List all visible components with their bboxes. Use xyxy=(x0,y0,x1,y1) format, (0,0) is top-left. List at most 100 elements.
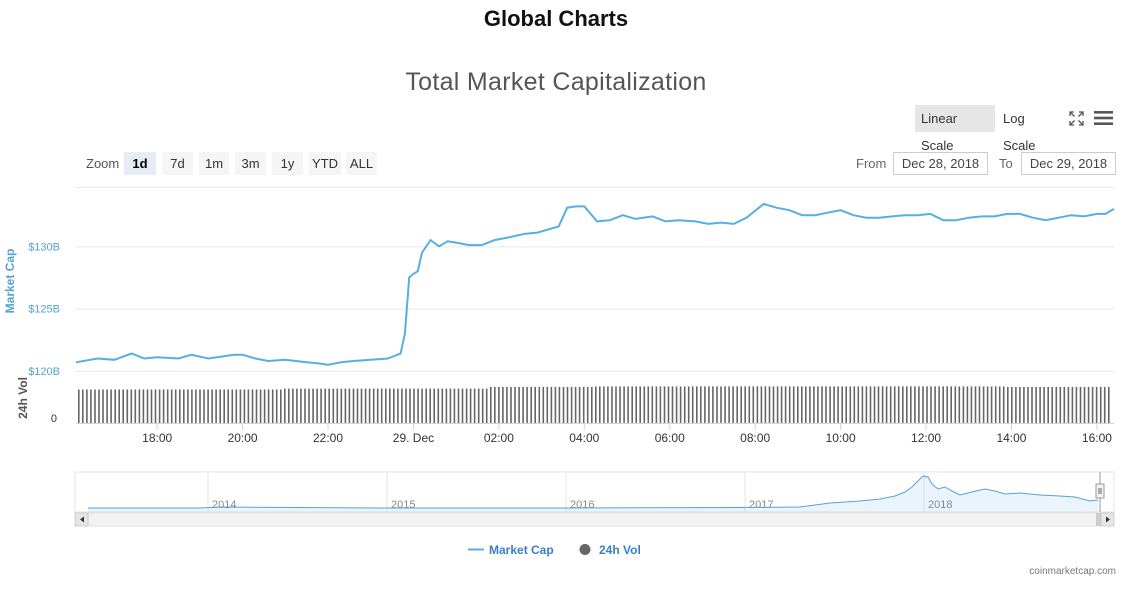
x-tick-label: 12:00 xyxy=(911,431,941,445)
legend-item-24h-vol[interactable]: 24h Vol xyxy=(579,543,641,557)
vol-bar xyxy=(704,386,706,423)
vol-bar xyxy=(534,386,536,423)
zoom-1m-button[interactable]: 1m xyxy=(199,152,229,175)
vol-bar xyxy=(566,386,569,423)
vol-bar xyxy=(288,388,290,423)
vol-bar xyxy=(449,388,452,423)
vol-bar xyxy=(376,388,379,423)
fullscreen-icon[interactable] xyxy=(1069,111,1084,126)
vol-bar xyxy=(986,386,989,423)
vol-bar xyxy=(122,389,124,423)
vol-bar xyxy=(380,388,383,423)
navigator-handle-grip-lines xyxy=(1098,488,1102,494)
vol-bar xyxy=(756,386,759,423)
vol-bar xyxy=(364,388,367,423)
vol-bar xyxy=(401,388,403,423)
to-date-input[interactable] xyxy=(1021,152,1116,175)
vol-bar xyxy=(1035,386,1037,423)
vol-bar xyxy=(607,386,609,423)
vol-bar xyxy=(902,386,904,423)
vol-bar xyxy=(603,386,605,423)
vol-bar xyxy=(267,389,270,423)
vol-bar xyxy=(174,389,177,423)
credits-link[interactable]: coinmarketcap.com xyxy=(1029,566,1116,577)
scrollbar-thumb xyxy=(1096,513,1103,526)
vol-bar xyxy=(873,386,876,423)
vol-bar xyxy=(635,386,637,423)
vol-bar xyxy=(130,389,133,423)
vol-bar xyxy=(243,389,246,423)
vol-bar xyxy=(138,389,141,423)
x-tick-label: 22:00 xyxy=(313,431,343,445)
vol-bar xyxy=(893,386,896,423)
navigator-handle[interactable] xyxy=(1095,472,1105,512)
vol-bar xyxy=(865,386,868,423)
vol-bar xyxy=(752,386,755,423)
vol-bar xyxy=(510,386,512,423)
vol-bar xyxy=(728,386,730,423)
hamburger-menu-icon[interactable] xyxy=(1094,110,1113,126)
vol-bar xyxy=(845,386,847,423)
vol-bar xyxy=(328,388,330,423)
navigator-scrollbar[interactable] xyxy=(74,512,1115,527)
zoom-1d-button[interactable]: 1d xyxy=(124,152,156,175)
vol-bar xyxy=(477,388,480,423)
vol-bar xyxy=(348,388,351,423)
vol-bar xyxy=(421,388,423,423)
linear-scale-button[interactable]: Linear Scale xyxy=(915,105,995,153)
vol-bar xyxy=(82,389,84,423)
vol-bar xyxy=(748,386,751,423)
vol-bar xyxy=(397,388,399,423)
vol-bar xyxy=(1091,386,1094,423)
vol-bar xyxy=(1071,386,1074,423)
vol-bar xyxy=(344,388,347,423)
vol-bar xyxy=(316,388,318,423)
vol-bar xyxy=(1055,386,1058,423)
vol-bar xyxy=(805,386,807,423)
vol-bar xyxy=(683,386,686,423)
vol-bar xyxy=(502,386,504,423)
legend-item-market-cap[interactable]: Market Cap xyxy=(468,543,554,557)
vol-bar xyxy=(481,388,484,423)
vol-bar xyxy=(885,386,888,423)
zoom-1y-button[interactable]: 1y xyxy=(272,152,303,175)
vol-bar xyxy=(352,388,355,423)
vol-bar xyxy=(360,388,363,423)
vol-bar xyxy=(817,386,819,423)
vol-bar xyxy=(441,388,444,423)
vol-bar xyxy=(663,386,666,423)
vol-bar xyxy=(700,386,702,423)
log-scale-button[interactable]: Log Scale xyxy=(1003,111,1036,153)
vol-bar xyxy=(772,386,775,423)
vol-bar xyxy=(465,388,468,423)
vol-bar xyxy=(881,386,884,423)
vol-bar xyxy=(797,386,799,423)
vol-bar xyxy=(554,386,557,423)
x-tick-label: 16:00 xyxy=(1082,431,1112,445)
zoom-3m-button[interactable]: 3m xyxy=(235,152,266,175)
zoom-7d-button[interactable]: 7d xyxy=(162,152,193,175)
vol-bar xyxy=(591,386,593,423)
vol-bar xyxy=(239,389,242,423)
vol-bar xyxy=(1099,386,1102,423)
from-date-input[interactable] xyxy=(893,152,988,175)
vol-bar xyxy=(958,386,961,423)
navigator-series-line xyxy=(88,475,1099,509)
vol-bar xyxy=(764,386,767,423)
vol-bar xyxy=(696,386,698,423)
vol-bar xyxy=(768,386,771,423)
zoom-all-button[interactable]: ALL xyxy=(346,152,377,175)
vol-bar xyxy=(619,386,621,423)
vol-bar xyxy=(300,388,302,423)
vol-bar xyxy=(469,388,472,423)
vol-bar xyxy=(1011,386,1013,423)
vol-bar xyxy=(179,389,181,423)
vol-bar xyxy=(522,386,524,423)
zoom-ytd-button[interactable]: YTD xyxy=(309,152,341,175)
vol-bar xyxy=(1067,386,1070,423)
vol-bar xyxy=(801,386,803,423)
vol-bar xyxy=(461,388,464,423)
vol-bar xyxy=(1108,386,1110,423)
vol-bar xyxy=(586,386,589,423)
vol-bar xyxy=(857,386,860,423)
